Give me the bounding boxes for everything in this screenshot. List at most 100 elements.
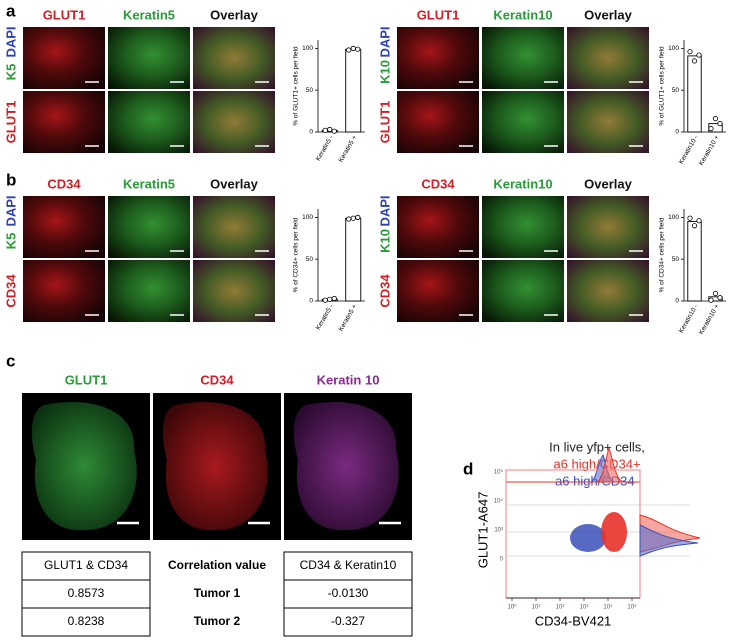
tissue-section [162,402,268,531]
x-tick-label: Keratin5 - [315,303,335,331]
data-point [717,121,723,127]
image-signal [567,91,649,153]
table-cell [283,579,413,609]
x-axis-label: CD34-BV421 [535,613,612,628]
data-point [708,126,714,132]
row-label: CD34 [3,274,18,308]
panel-label: b [6,170,16,189]
data-point [355,214,361,220]
y-axis-label: % of GLUT1+ cells per field [293,46,300,126]
blue-population [570,524,606,552]
x-tick-label: 10¹ [532,605,541,611]
column-header: CD34 [200,372,234,387]
row-label: DAPI [3,195,18,226]
x-tick-label: 10² [556,605,565,611]
image-signal [482,260,564,322]
image-signal [193,27,275,89]
image-signal [193,260,275,322]
image-signal [108,196,190,258]
data-point [327,296,333,302]
x-tick-label: Keratin10 - [678,303,700,334]
red-population [601,512,627,552]
image-signal [482,91,564,153]
table-text: Tumor 1 [194,586,241,600]
x-tick-label: 10³ [580,605,589,611]
data-point [331,295,337,302]
y-tick-label: 100 [302,45,313,52]
x-tick-label: Keratin5 + [338,134,359,163]
row-label: DAPI [3,26,18,57]
image-signal [397,196,479,258]
y-tick-label: 50 [306,256,314,263]
image-signal [397,27,479,89]
data-point [712,116,719,122]
data-point [346,216,352,222]
column-header: CD34 [47,176,81,191]
row-label: DAPI [377,195,392,226]
table-text: 0.8238 [68,614,105,628]
y-tick-label: 50 [672,87,680,94]
row-label: DAPI [377,26,392,57]
bar [345,217,362,302]
image-signal [482,196,564,258]
data-point [350,215,356,221]
y-tick-label: 100 [668,214,679,221]
y-tick-label: 10⁵ [494,469,504,476]
x-tick-label: Keratin5 - [315,134,335,162]
table-text: 0.8573 [68,586,105,600]
data-point [691,58,698,64]
table-text: -0.0130 [328,586,369,600]
panel-label: a [6,1,16,20]
row-label: CD34 [377,274,392,308]
y-tick-label: 100 [668,45,679,52]
y-axis-label: % of CD34+ cells per field [659,217,666,292]
data-point [712,290,719,297]
legend-line: a6 high/CD34+ [553,456,640,471]
image-signal [193,196,275,258]
y-tick-label: 0 [309,129,313,136]
data-point [346,47,352,53]
image-signal [567,196,649,258]
y-tick-label: 0 [675,129,679,136]
table-text: Correlation value [168,558,266,572]
data-point [687,215,693,221]
table-cell [21,607,151,637]
row-label: K10 [377,229,392,253]
x-tick-label: 10⁴ [603,604,613,611]
column-header: Keratin5 [123,176,175,191]
y-axis-label: % of GLUT1+ cells per field [659,46,666,126]
data-point [696,218,702,224]
image-signal [397,260,479,322]
x-tick-label: Keratin10 + [698,303,721,336]
image-signal [108,260,190,322]
panel-label: d [463,459,473,478]
column-header: Overlay [584,7,632,22]
column-header: GLUT1 [65,372,108,387]
column-header: Keratin10 [493,176,552,191]
right-histogram-blue [639,524,699,557]
data-point [355,46,361,52]
row-label: GLUT1 [3,101,18,144]
image-signal [108,91,190,153]
row-label: K5 [3,233,18,250]
column-header: GLUT1 [43,7,86,22]
image-signal [193,91,275,153]
row-label: GLUT1 [377,101,392,144]
image-signal [397,91,479,153]
data-point [717,295,723,301]
y-tick-label: 10⁴ [494,498,504,505]
data-point [331,128,337,134]
image-signal [23,260,105,322]
table-cell [283,551,413,581]
image-signal [23,27,105,89]
tissue-section [293,402,399,531]
data-point [687,49,693,55]
column-header: Overlay [210,176,258,191]
table-text: -0.327 [331,614,365,628]
x-tick-label: Keratin10 - [678,134,700,165]
image-signal [108,27,190,89]
image-signal [567,27,649,89]
y-tick-label: 10³ [494,528,503,534]
image-signal [23,196,105,258]
